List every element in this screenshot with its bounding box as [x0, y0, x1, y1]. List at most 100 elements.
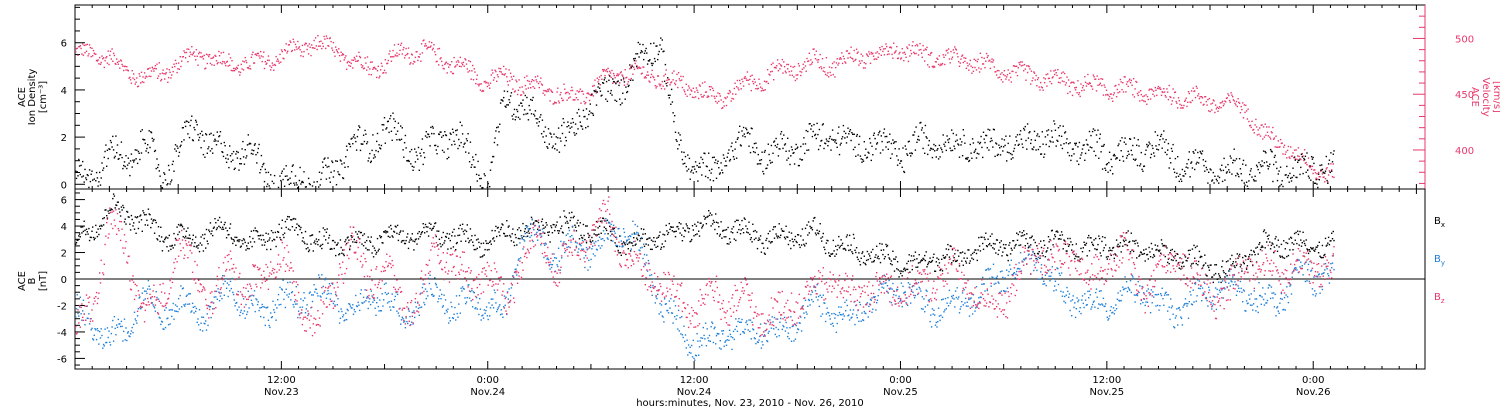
bx-point [1041, 252, 1043, 254]
bx-point [511, 233, 513, 235]
bx-point [989, 235, 992, 237]
bx-point [869, 255, 871, 257]
bx-point [806, 224, 808, 226]
ion-density-point [1197, 151, 1199, 154]
velocity-point [1107, 94, 1109, 96]
velocity-point [684, 93, 687, 95]
velocity-point [963, 57, 965, 59]
ion-density-point [890, 142, 893, 145]
velocity-point [1262, 138, 1264, 140]
ion-density-point [1299, 173, 1301, 176]
ion-density-point [904, 145, 906, 147]
bx-point [644, 233, 646, 235]
bx-point [1103, 247, 1105, 249]
bx-point [347, 236, 349, 238]
velocity-point [418, 56, 420, 58]
velocity-point [288, 44, 290, 46]
bx-point [208, 230, 211, 233]
ion-density-point [802, 143, 804, 145]
bx-point [960, 252, 962, 254]
velocity-point [246, 67, 249, 69]
bx-point [492, 237, 495, 239]
velocity-point [1091, 88, 1094, 90]
ion-density-point [380, 144, 383, 147]
velocity-point [335, 49, 338, 51]
ion-density-point [1123, 141, 1125, 143]
bx-point [353, 238, 355, 241]
velocity-point [761, 87, 763, 90]
velocity-point [1143, 95, 1146, 97]
bx-point [1230, 264, 1232, 266]
ion-density-point [1267, 168, 1269, 170]
bx-point [667, 231, 670, 234]
ion-density-point [1332, 153, 1334, 155]
ion-density-point [1095, 134, 1098, 136]
bx-point [728, 238, 731, 240]
velocity-point [669, 84, 671, 86]
ion-density-point [578, 108, 580, 111]
ion-density-point [625, 86, 627, 88]
ion-density-point [320, 178, 322, 181]
ion-density-point [1312, 156, 1314, 159]
by-point [95, 338, 98, 341]
ion-density-point [801, 159, 804, 161]
velocity-point [458, 65, 461, 67]
ion-density-point [798, 164, 800, 167]
bx-point [1273, 246, 1276, 248]
ion-density-point [1313, 162, 1315, 165]
velocity-point [1214, 104, 1217, 106]
velocity-point [564, 92, 567, 95]
ion-density-point [605, 80, 608, 83]
bx-point [174, 237, 177, 240]
velocity-point [178, 68, 181, 70]
bx-point [376, 237, 379, 240]
velocity-point [262, 56, 264, 58]
velocity-point [819, 53, 821, 56]
velocity-point [514, 90, 516, 92]
velocity-point [1178, 100, 1180, 102]
bx-point [1328, 243, 1331, 246]
velocity-point [527, 87, 530, 89]
velocity-point [220, 52, 222, 54]
bx-point [455, 242, 458, 245]
velocity-point [643, 77, 646, 79]
bx-point [1084, 244, 1086, 246]
bx-point [707, 215, 709, 218]
velocity-point [206, 62, 208, 65]
ion-density-point [1254, 175, 1256, 177]
velocity-point [866, 54, 869, 56]
bx-point [117, 201, 119, 203]
ion-density-point [116, 144, 119, 146]
bx-point [1186, 260, 1188, 262]
bx-point [874, 256, 876, 258]
ion-density-point [1291, 176, 1293, 179]
bx-point [1227, 260, 1229, 262]
velocity-point [986, 56, 988, 59]
velocity-point [1314, 172, 1317, 174]
velocity-point [89, 46, 92, 49]
ion-density-point [287, 179, 289, 181]
bx-point [641, 237, 643, 240]
ion-density-point [982, 156, 984, 159]
ion-density-point [991, 139, 993, 142]
bx-point [184, 237, 186, 239]
ion-density-point [141, 129, 143, 131]
bx-point [922, 257, 924, 260]
bx-point [598, 233, 600, 235]
ion-density-point [1083, 144, 1085, 146]
velocity-point [416, 51, 418, 53]
bx-point [1265, 232, 1267, 234]
ion-density-point [335, 160, 337, 162]
velocity-point [965, 67, 968, 69]
velocity-point [1245, 110, 1248, 112]
ion-density-point [445, 134, 448, 137]
bx-point [89, 236, 92, 238]
bx-point [1210, 264, 1212, 266]
bx-point [246, 245, 248, 247]
ion-density-point [1075, 142, 1077, 144]
velocity-point [599, 84, 602, 86]
bx-point [1067, 245, 1070, 247]
bx-point [132, 225, 134, 227]
bx-point [551, 232, 554, 234]
ion-density-point [575, 132, 578, 135]
